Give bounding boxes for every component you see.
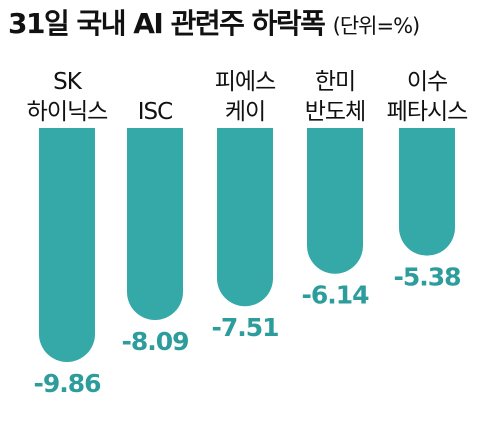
- category-label-3-1: 반도체: [305, 99, 365, 125]
- category-label-2-0: 피에스: [215, 69, 275, 95]
- value-label-1: -8.09: [121, 327, 188, 356]
- category-label-0-1: 하이닉스: [27, 99, 108, 125]
- bar-3: [307, 128, 363, 274]
- chart-title: 31일 국내 AI 관련주 하락폭 (단위=%): [8, 2, 421, 42]
- value-label-0: -9.86: [33, 369, 101, 398]
- value-label-2: -7.51: [211, 313, 278, 342]
- bar-2: [217, 128, 273, 307]
- bar-0: [39, 128, 95, 362]
- chart-title-text: 31일 국내 AI 관련주 하락폭: [8, 7, 326, 40]
- category-label-3-0: 한미: [315, 69, 355, 95]
- category-label-2-1: 케이: [225, 99, 265, 125]
- value-label-4: -5.38: [393, 263, 460, 292]
- bar-1: [127, 128, 183, 320]
- category-label-4-1: 페타시스: [387, 99, 468, 125]
- category-label-1-0: ISC: [138, 99, 172, 125]
- bar-4: [399, 128, 455, 256]
- category-label-4-0: 이수: [407, 69, 447, 95]
- unit-label: (단위=%): [332, 14, 421, 38]
- value-label-3: -6.14: [301, 281, 369, 310]
- category-label-0-0: SK: [53, 69, 83, 95]
